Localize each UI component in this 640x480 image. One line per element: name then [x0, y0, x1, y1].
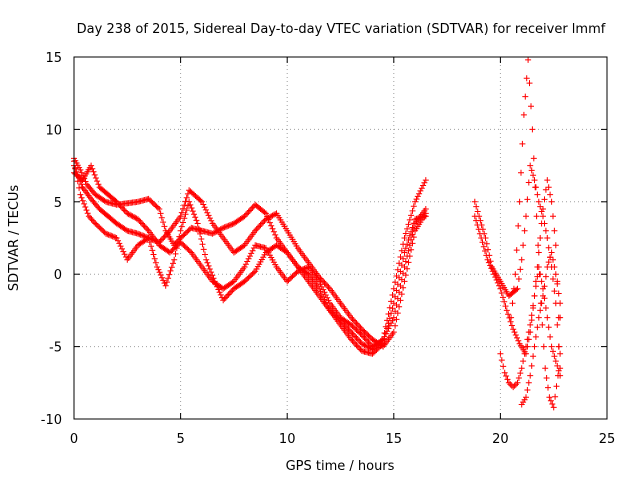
y-tick-label: -10	[41, 413, 62, 428]
chart-title: Day 238 of 2015, Sidereal Day-to-day VTE…	[77, 22, 606, 37]
data-points	[71, 56, 564, 411]
x-tick-labels: 0 5 10 15 20 25	[70, 432, 615, 447]
x-tick-label: 20	[492, 432, 509, 447]
y-tick-label: 15	[45, 51, 62, 66]
series-points-track-i	[518, 249, 564, 408]
y-tick-label: 5	[54, 196, 62, 211]
series-points-track-h	[508, 56, 564, 411]
x-tick-label: 15	[386, 432, 403, 447]
x-tick-label: 5	[176, 432, 184, 447]
series-track-i	[518, 249, 564, 408]
series-points-track-g	[497, 264, 564, 391]
y-tick-label: 0	[54, 268, 62, 283]
x-tick-label: 25	[599, 432, 616, 447]
y-tick-labels: -10 -5 0 5 10 15	[41, 51, 62, 428]
x-tick-label: 10	[279, 432, 296, 447]
y-tick-label: -5	[49, 341, 62, 356]
series-track-h	[508, 56, 564, 411]
y-tick-label: 10	[45, 123, 62, 138]
plot-frame	[73, 56, 608, 420]
x-tick-label: 0	[70, 432, 78, 447]
x-axis-label: GPS time / hours	[286, 459, 395, 474]
series-track-g	[497, 264, 564, 391]
y-axis-label: SDTVAR / TECUs	[7, 185, 22, 292]
axis-ticks	[73, 56, 608, 420]
